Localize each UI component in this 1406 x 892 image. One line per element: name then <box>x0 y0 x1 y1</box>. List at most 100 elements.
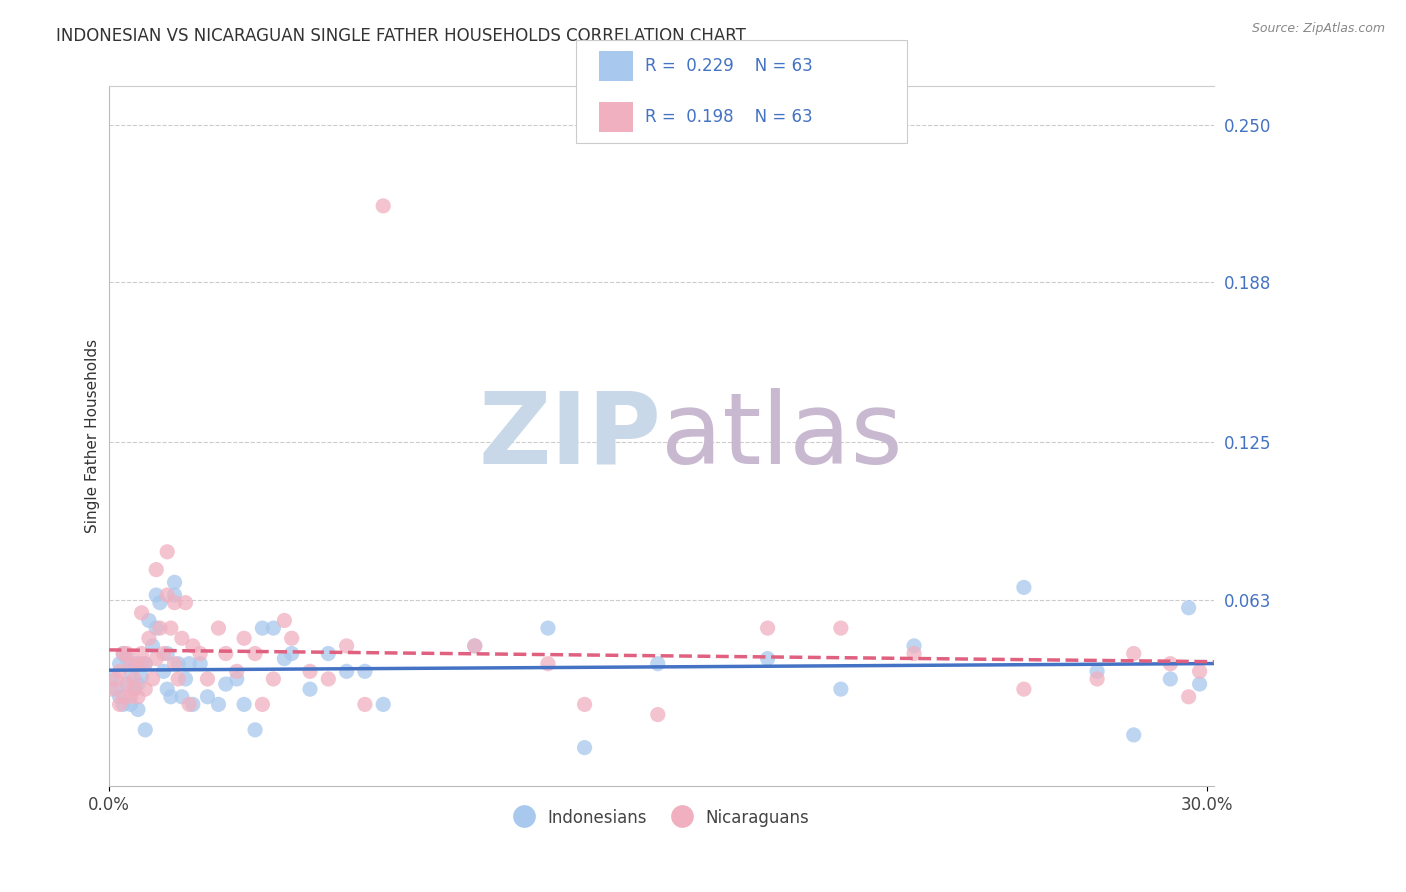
Point <box>1122 728 1144 742</box>
Point <box>1122 647 1144 661</box>
Point <box>197 690 219 704</box>
Point <box>1188 665 1211 679</box>
Point <box>373 199 395 213</box>
Point <box>122 682 145 697</box>
Point <box>120 698 142 712</box>
Point <box>354 698 377 712</box>
Point <box>373 698 395 712</box>
Point <box>316 647 339 661</box>
Point <box>122 682 145 697</box>
Point <box>145 588 167 602</box>
Point <box>156 647 179 661</box>
Point <box>207 698 229 712</box>
Point <box>298 665 321 679</box>
Point <box>152 665 174 679</box>
Y-axis label: Single Father Households: Single Father Households <box>86 339 100 533</box>
Point <box>574 698 596 712</box>
Point <box>120 657 142 671</box>
Point <box>756 621 779 635</box>
Point <box>647 707 669 722</box>
Point <box>142 672 165 686</box>
Point <box>145 651 167 665</box>
Point <box>122 657 145 671</box>
Point <box>262 621 284 635</box>
Point <box>233 698 256 712</box>
Point <box>149 621 172 635</box>
Point <box>108 665 131 679</box>
Point <box>316 672 339 686</box>
Point <box>225 665 247 679</box>
Point <box>108 690 131 704</box>
Point <box>1012 682 1035 697</box>
Text: atlas: atlas <box>661 387 903 484</box>
Point <box>1188 677 1211 691</box>
Point <box>112 647 135 661</box>
Point <box>233 632 256 646</box>
Point <box>131 606 153 620</box>
Point <box>903 639 925 653</box>
Point <box>127 690 149 704</box>
Point <box>108 698 131 712</box>
Point <box>134 682 156 697</box>
Point <box>131 669 153 683</box>
Point <box>131 657 153 671</box>
Point <box>156 682 179 697</box>
Point <box>145 621 167 635</box>
Point <box>134 723 156 737</box>
Point <box>830 682 852 697</box>
Point <box>108 657 131 671</box>
Point <box>167 657 190 671</box>
Point <box>101 672 124 686</box>
Point <box>115 677 138 691</box>
Point <box>188 657 211 671</box>
Point <box>1177 690 1199 704</box>
Point <box>134 657 156 671</box>
Point <box>134 657 156 671</box>
Point <box>127 677 149 691</box>
Point <box>336 665 359 679</box>
Point <box>163 575 186 590</box>
Point <box>145 563 167 577</box>
Point <box>112 698 135 712</box>
Point <box>336 639 359 653</box>
Point <box>181 639 204 653</box>
Point <box>138 614 160 628</box>
Point <box>160 621 183 635</box>
Point <box>215 677 238 691</box>
Point <box>756 651 779 665</box>
Point <box>298 682 321 697</box>
Point <box>464 639 486 653</box>
Point <box>179 657 201 671</box>
Point <box>152 647 174 661</box>
Point <box>156 588 179 602</box>
Point <box>354 665 377 679</box>
Point <box>163 588 186 602</box>
Point <box>181 698 204 712</box>
Point <box>280 632 302 646</box>
Point <box>167 672 190 686</box>
Point <box>1085 665 1108 679</box>
Point <box>120 690 142 704</box>
Point <box>122 672 145 686</box>
Point <box>179 698 201 712</box>
Point <box>215 647 238 661</box>
Point <box>537 621 560 635</box>
Point <box>830 621 852 635</box>
Point <box>160 690 183 704</box>
Point <box>170 632 193 646</box>
Point <box>280 647 302 661</box>
Point <box>252 621 274 635</box>
Text: ZIP: ZIP <box>478 387 661 484</box>
Point <box>138 632 160 646</box>
Point <box>156 545 179 559</box>
Point <box>112 647 135 661</box>
Point <box>1085 672 1108 686</box>
Text: R =  0.229    N = 63: R = 0.229 N = 63 <box>645 57 813 75</box>
Point <box>1159 657 1181 671</box>
Text: R =  0.198    N = 63: R = 0.198 N = 63 <box>645 108 813 126</box>
Point <box>174 672 197 686</box>
Point <box>127 702 149 716</box>
Point <box>174 596 197 610</box>
Point <box>188 647 211 661</box>
Point <box>243 647 266 661</box>
